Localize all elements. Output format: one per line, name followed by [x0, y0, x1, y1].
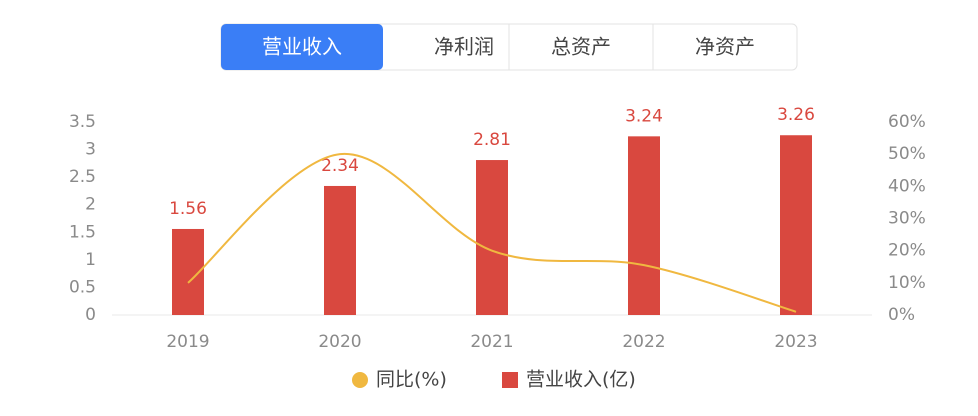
x-tick-label: 2021 — [470, 332, 513, 352]
tab-label[interactable]: 营业收入 — [262, 35, 342, 59]
value-label: 2.81 — [473, 130, 511, 150]
y-tick-label: 1.5 — [69, 222, 96, 242]
tab-label[interactable]: 总资产 — [551, 35, 611, 59]
y-tick-label: 2 — [85, 195, 96, 215]
y-tick-label: 2.5 — [69, 167, 96, 187]
line — [187, 153, 797, 313]
tab-label[interactable]: 净利润 — [434, 35, 494, 59]
value-label: 3.24 — [625, 106, 663, 126]
x-tick-label: 2022 — [622, 332, 665, 352]
bar — [476, 160, 508, 315]
y2-tick-label: 20% — [888, 241, 926, 261]
y-tick-label: 0 — [85, 305, 96, 325]
x-tick-label: 2023 — [774, 332, 817, 352]
y2-tick-label: 60% — [888, 112, 926, 132]
y2-tick-label: 50% — [888, 144, 926, 164]
value-label: 2.34 — [321, 156, 359, 176]
value-label: 1.56 — [169, 199, 207, 219]
legend-marker — [352, 372, 368, 388]
y2-tick-label: 0% — [888, 305, 915, 325]
tab-label[interactable]: 净资产 — [695, 35, 755, 59]
bar — [628, 136, 660, 315]
value-label: 3.26 — [777, 105, 815, 125]
tab-active[interactable] — [221, 24, 383, 70]
y-tick-label: 1 — [85, 250, 96, 270]
legend-marker — [502, 372, 518, 388]
y-tick-label: 0.5 — [69, 277, 96, 297]
y2-tick-label: 10% — [888, 273, 926, 293]
y-tick-label: 3.5 — [69, 112, 96, 132]
x-tick-label: 2019 — [166, 332, 209, 352]
bar — [780, 135, 812, 315]
legend-label: 同比(%) — [376, 369, 447, 391]
y2-tick-label: 40% — [888, 176, 926, 196]
bar — [324, 185, 356, 315]
y-tick-label: 3 — [85, 140, 96, 160]
legend-label: 营业收入(亿) — [526, 369, 636, 391]
x-tick-label: 2020 — [318, 332, 361, 352]
y2-tick-label: 30% — [888, 209, 926, 229]
